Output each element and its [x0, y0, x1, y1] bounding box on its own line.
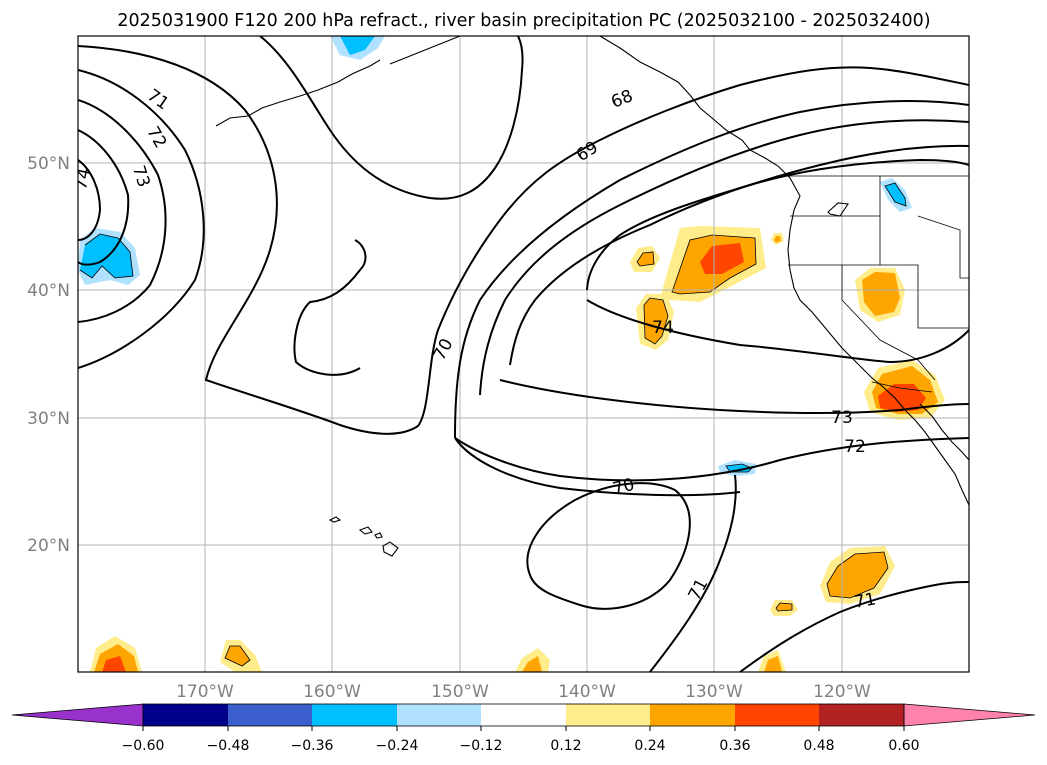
- colorbar-min-arrow: [12, 704, 143, 726]
- colorbar-tick-label: −0.24: [376, 738, 419, 754]
- colorbar-tick-label: −0.60: [122, 738, 165, 754]
- colorbar-segment: [650, 704, 735, 726]
- lat-label: 40°N: [27, 281, 70, 301]
- colorbar-segment: [228, 704, 312, 726]
- lon-label: 120°W: [813, 682, 871, 702]
- contour-label: 72: [844, 437, 866, 457]
- lon-label: 150°W: [431, 682, 489, 702]
- contour-label: 74: [652, 318, 674, 338]
- lat-labels: 50°N 40°N 30°N 20°N: [27, 154, 70, 556]
- colorbar-max-arrow: [904, 704, 1035, 726]
- contour-label: 71: [853, 589, 878, 612]
- colorbar-tick-label: 0.24: [634, 738, 665, 754]
- colorbar-tick-label: 0.12: [550, 738, 581, 754]
- colorbar-segment: [312, 704, 397, 726]
- lon-label: 140°W: [558, 682, 616, 702]
- lon-label: 160°W: [303, 682, 361, 702]
- contour-label: 73: [831, 408, 853, 428]
- colorbar-segment: [566, 704, 650, 726]
- colorbar-tick-label: −0.48: [207, 738, 250, 754]
- colorbar-tick-label: −0.12: [460, 738, 503, 754]
- colorbar-tick-label: −0.36: [291, 738, 334, 754]
- lon-labels: 170°W 160°W 150°W 140°W 130°W 120°W: [176, 682, 871, 702]
- lon-label: 130°W: [685, 682, 743, 702]
- colorbar-segment: [143, 704, 228, 726]
- lat-label: 30°N: [27, 409, 70, 429]
- map-title: 2025031900 F120 200 hPa refract., river …: [117, 11, 930, 31]
- colorbar-segment: [481, 704, 566, 726]
- colorbar: −0.60 −0.48 −0.36 −0.24 −0.12 0.12 0.24 …: [12, 704, 1035, 754]
- colorbar-segment: [397, 704, 481, 726]
- lon-label: 170°W: [176, 682, 234, 702]
- colorbar-tick-label: 0.60: [888, 738, 919, 754]
- colorbar-tick-label: 0.48: [803, 738, 834, 754]
- colorbar-tick-label: 0.36: [719, 738, 750, 754]
- lat-label: 50°N: [27, 154, 70, 174]
- colorbar-segment: [819, 704, 904, 726]
- lat-label: 20°N: [27, 536, 70, 556]
- map-area: 71 72 73 74 68 69 70 74 73 72 70 71 71: [71, 36, 969, 672]
- colorbar-segment: [735, 704, 819, 726]
